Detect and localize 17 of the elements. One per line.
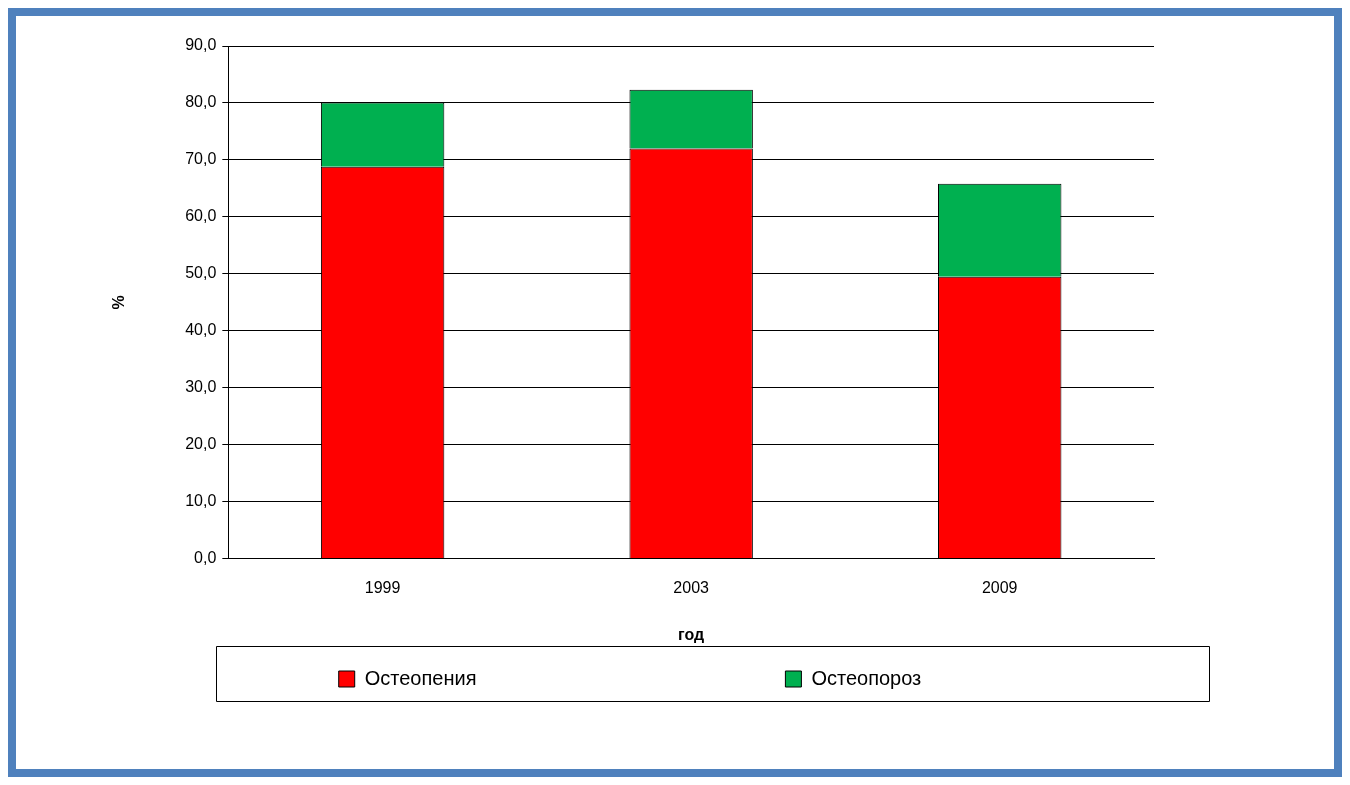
x-tick-label: 1999: [364, 578, 401, 596]
y-tick-label: 60,0: [185, 207, 217, 225]
x-tick-label: 2009: [981, 578, 1018, 596]
y-tick-label: 20,0: [185, 435, 217, 453]
y-tick-label: 80,0: [185, 93, 217, 111]
y-tick-label: 10,0: [185, 492, 217, 510]
y-axis-title: %: [110, 295, 128, 310]
legend-label: Остеопороз: [811, 666, 922, 689]
y-tick-label: 30,0: [185, 378, 217, 396]
y-tick-label: 40,0: [185, 321, 217, 339]
y-tick-label: 90,0: [185, 36, 217, 54]
x-axis-title: год: [678, 625, 705, 643]
legend-label: Остеопения: [364, 666, 766, 689]
y-tick-label: 50,0: [185, 264, 217, 282]
x-tick-label: 2003: [673, 578, 710, 596]
y-tick-label: 70,0: [185, 150, 217, 168]
y-tick-label: 0,0: [194, 549, 217, 567]
